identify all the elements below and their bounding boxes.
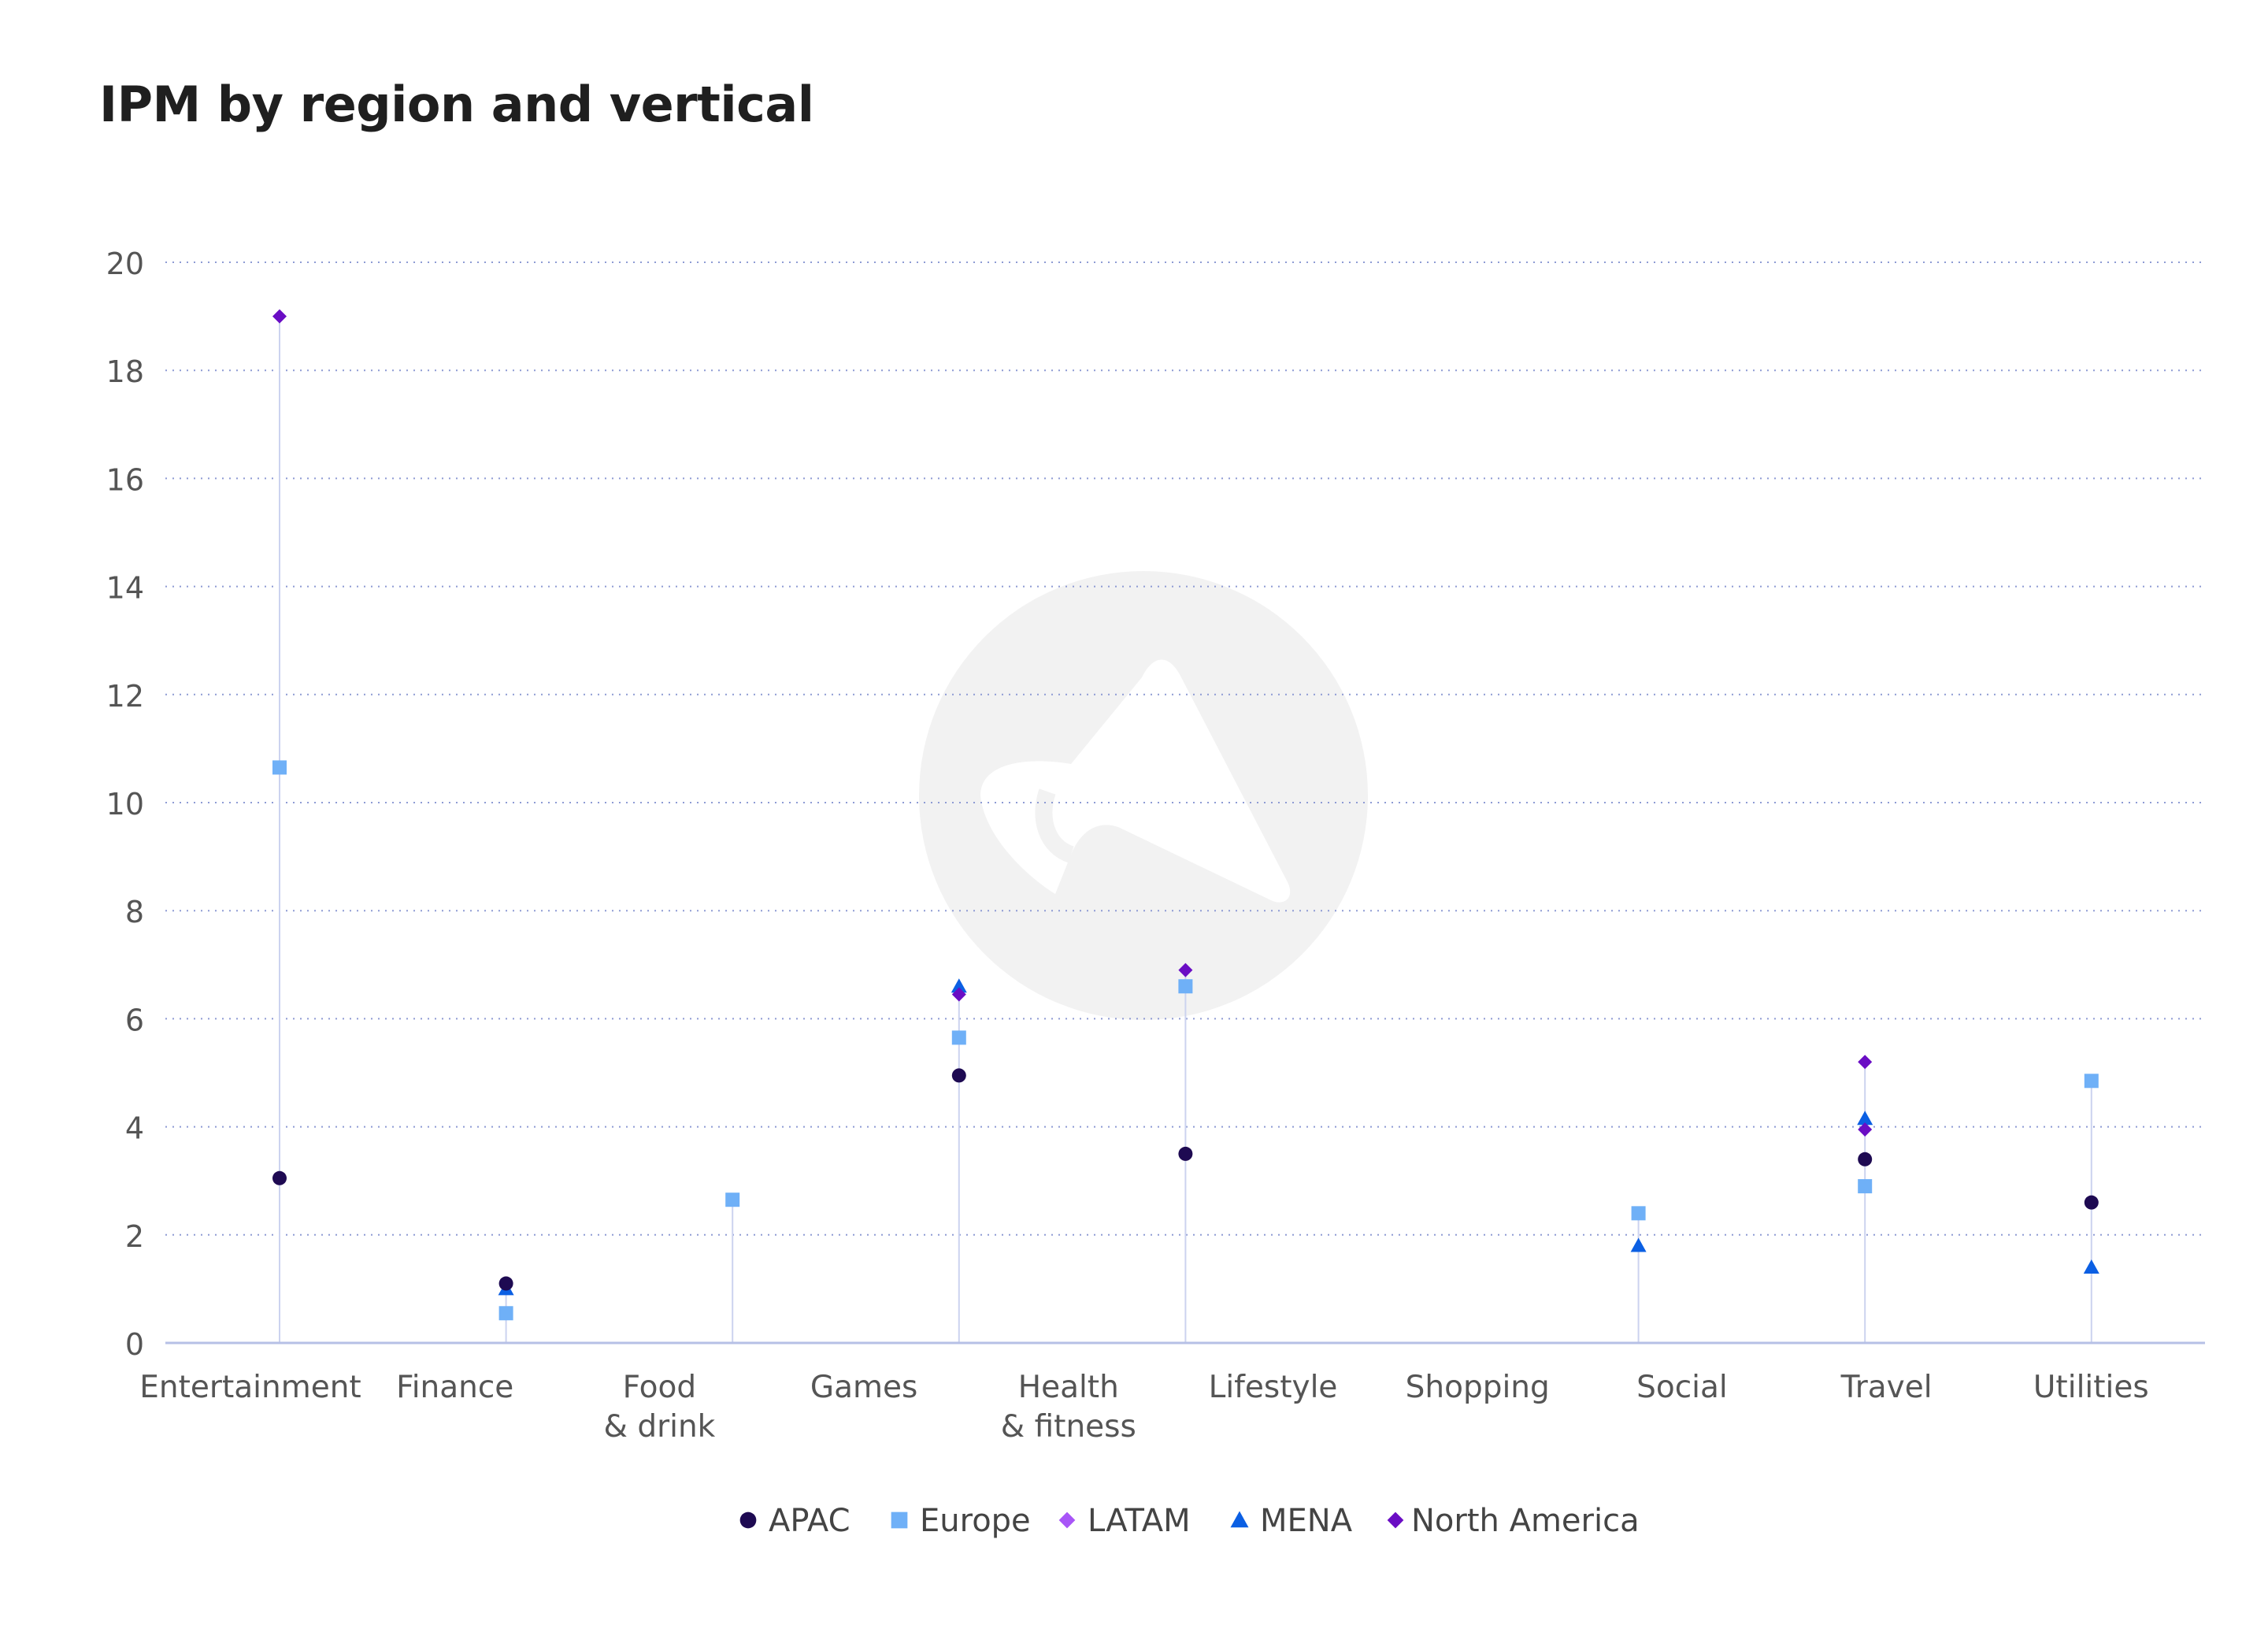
y-tick-label: 2 — [125, 1219, 144, 1254]
legend-marker-europe — [891, 1511, 908, 1529]
data-point-apac — [2084, 1195, 2099, 1210]
data-point-north-america — [1858, 1122, 1873, 1137]
data-point-apac — [1178, 1146, 1193, 1161]
legend-label-latam: LATAM — [1088, 1503, 1191, 1539]
data-point-apac — [951, 1068, 966, 1083]
x-tick-label: Finance — [396, 1370, 513, 1405]
data-point-mena — [1857, 1111, 1873, 1126]
x-tick-label: Travel — [1840, 1370, 1933, 1405]
data-point-mena — [951, 978, 967, 993]
x-tick-label: Social — [1636, 1370, 1728, 1405]
y-tick-label: 14 — [106, 571, 144, 606]
x-tick-label: Health — [1018, 1370, 1119, 1405]
legend-marker-latam — [1058, 1511, 1076, 1529]
data-point-apac — [272, 1170, 287, 1185]
data-point-europe — [272, 760, 287, 775]
data-point-north-america — [272, 309, 287, 324]
y-tick-label: 4 — [125, 1111, 144, 1146]
legend-label-north-america: North America — [1411, 1503, 1640, 1539]
chart-title: IPM by region and vertical — [99, 76, 814, 133]
data-point-apac — [1858, 1152, 1873, 1167]
legend-marker-apac — [739, 1511, 757, 1529]
y-tick-label: 16 — [106, 462, 144, 497]
y-tick-label: 10 — [106, 787, 144, 822]
x-tick-label: Utilities — [2033, 1370, 2149, 1405]
y-tick-label: 12 — [106, 679, 144, 714]
y-tick-label: 0 — [125, 1327, 144, 1362]
y-tick-label: 8 — [125, 895, 144, 929]
x-tick-label: Shopping — [1406, 1370, 1550, 1405]
x-tick-label: Lifestyle — [1209, 1370, 1338, 1405]
y-tick-label: 20 — [106, 247, 144, 281]
watermark-logo — [919, 571, 1368, 1020]
legend-marker-mena — [1230, 1511, 1249, 1528]
y-tick-label: 6 — [125, 1003, 144, 1037]
axes: 0 2 4 6 8 10 12 14 16 18 20 Entertainment Finance Foo… — [106, 247, 2205, 1445]
legend-label-apac: APAC — [769, 1503, 850, 1539]
y-tick-label: 18 — [106, 354, 144, 389]
data-point-mena — [2083, 1259, 2099, 1274]
data-point-europe — [2084, 1074, 2099, 1089]
data-points — [272, 309, 2099, 1321]
data-point-europe — [1631, 1206, 1646, 1221]
x-tick-label: Food — [623, 1370, 697, 1405]
legend-label-europe: Europe — [920, 1503, 1031, 1539]
data-point-apac — [498, 1276, 513, 1291]
x-tick-label: & fitness — [1001, 1409, 1136, 1445]
data-point-mena — [1630, 1237, 1647, 1252]
data-point-europe — [1858, 1179, 1873, 1194]
x-tick-label: Games — [810, 1370, 917, 1405]
data-point-europe — [1178, 979, 1193, 994]
data-point-europe — [498, 1306, 513, 1321]
x-tick-label: Entertainment — [139, 1370, 361, 1405]
data-point-north-america — [1858, 1055, 1873, 1070]
legend: APAC Europe LATAM MENA North America — [739, 1503, 1640, 1539]
data-point-north-america — [951, 987, 966, 1002]
legend-marker-north-america — [1387, 1511, 1404, 1529]
data-point-europe — [725, 1192, 740, 1207]
x-tick-label: & drink — [604, 1409, 716, 1445]
legend-label-mena: MENA — [1260, 1503, 1353, 1539]
data-point-north-america — [1178, 963, 1193, 977]
data-point-europe — [951, 1030, 966, 1045]
